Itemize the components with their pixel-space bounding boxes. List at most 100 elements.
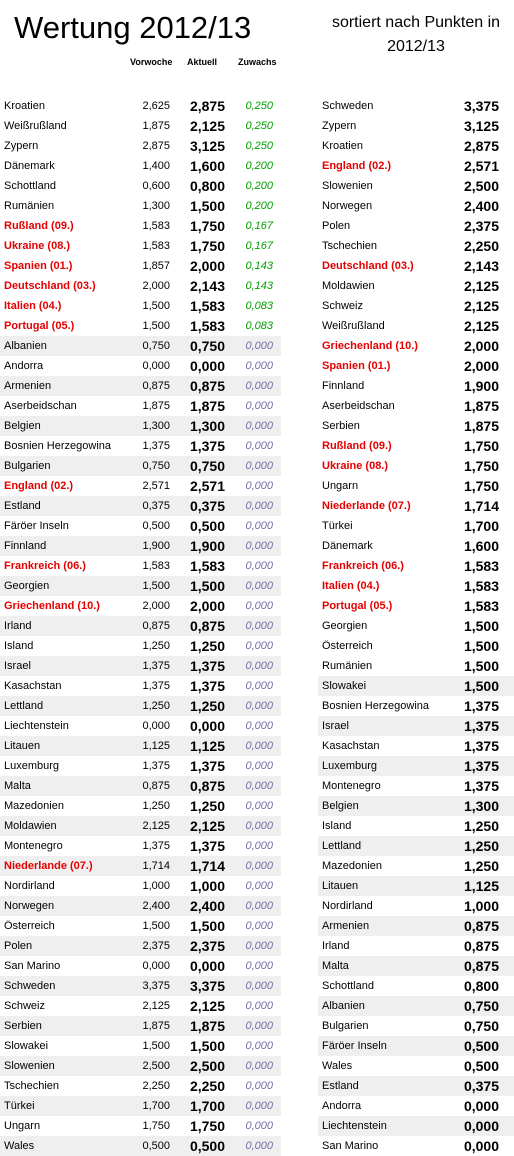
- current-value: 1,375: [189, 758, 225, 774]
- previous-value: 1,700: [142, 1100, 170, 1112]
- gain-value: 0,000: [245, 340, 273, 352]
- country-name: Schweiz: [4, 1000, 45, 1012]
- table-row: Albanien 0,750: [318, 996, 514, 1016]
- gain-value: 0,167: [245, 220, 273, 232]
- table-row: Slowakei 1,500: [318, 676, 514, 696]
- table-row: Moldawien 2,125 2,125 0,000: [0, 816, 281, 836]
- country-name: Albanien: [322, 1000, 365, 1012]
- current-value: 1,250: [189, 798, 225, 814]
- current-value: 1,714: [463, 498, 499, 514]
- table-row: Zypern 2,875 3,125 0,250: [0, 136, 281, 156]
- country-name: Schottland: [4, 180, 56, 192]
- current-value: 1,583: [189, 558, 225, 574]
- table-row: Schweiz 2,125: [318, 296, 514, 316]
- country-name: Slowenien: [322, 180, 373, 192]
- gain-value: 0,250: [245, 100, 273, 112]
- current-value: 0,000: [189, 718, 225, 734]
- current-value: 1,500: [463, 618, 499, 634]
- country-name: Rußland (09.): [322, 440, 392, 452]
- current-value: 1,250: [189, 698, 225, 714]
- current-value: 1,714: [189, 858, 225, 874]
- table-row: Nordirland 1,000: [318, 896, 514, 916]
- current-value: 0,000: [189, 958, 225, 974]
- current-value: 2,143: [463, 258, 499, 274]
- current-value: 2,125: [189, 998, 225, 1014]
- previous-value: 1,500: [142, 920, 170, 932]
- current-value: 2,125: [189, 118, 225, 134]
- country-name: Island: [322, 820, 352, 832]
- gain-value: 0,000: [245, 440, 273, 452]
- table-row: Mazedonien 1,250: [318, 856, 514, 876]
- current-value: 1,750: [463, 478, 499, 494]
- previous-value: 1,583: [142, 560, 170, 572]
- country-name: Israel: [4, 660, 31, 672]
- current-value: 1,583: [463, 578, 499, 594]
- previous-value: 2,250: [142, 1080, 170, 1092]
- country-name: Georgien: [322, 620, 368, 632]
- current-value: 2,125: [463, 318, 499, 334]
- current-value: 2,500: [189, 1058, 225, 1074]
- country-name: Italien (04.): [4, 300, 62, 312]
- table-row: Spanien (01.) 2,000: [318, 356, 514, 376]
- previous-value: 1,500: [142, 300, 170, 312]
- gain-value: 0,000: [245, 1000, 273, 1012]
- current-value: 1,375: [463, 718, 499, 734]
- country-name: Andorra: [4, 360, 44, 372]
- gain-value: 0,000: [245, 500, 273, 512]
- table-row: Estland 0,375 0,375 0,000: [0, 496, 281, 516]
- current-value: 1,600: [463, 538, 499, 554]
- current-value: 1,500: [189, 578, 225, 594]
- current-value: 2,125: [463, 298, 499, 314]
- current-value: 1,700: [463, 518, 499, 534]
- country-name: Litauen: [322, 880, 359, 892]
- current-value: 1,600: [189, 158, 225, 174]
- gain-value: 0,250: [245, 140, 273, 152]
- page-title: Wertung 2012/13: [14, 10, 252, 45]
- gain-value: 0,000: [245, 800, 273, 812]
- table-row: Finnland 1,900 1,900 0,000: [0, 536, 281, 556]
- table-row: England (02.) 2,571 2,571 0,000: [0, 476, 281, 496]
- country-name: Schweden: [322, 100, 374, 112]
- current-value: 1,250: [463, 838, 499, 854]
- previous-value: 2,125: [142, 820, 170, 832]
- table-row: Belgien 1,300 1,300 0,000: [0, 416, 281, 436]
- table-row: Bosnien Herzegowina 1,375: [318, 696, 514, 716]
- table-row: Nordirland 1,000 1,000 0,000: [0, 876, 281, 896]
- country-name: Weißrußland: [4, 120, 67, 132]
- country-name: Tschechien: [322, 240, 378, 252]
- current-value: 1,250: [189, 638, 225, 654]
- table-row: Armenien 0,875 0,875 0,000: [0, 376, 281, 396]
- current-value: 1,875: [189, 398, 225, 414]
- previous-value: 0,600: [142, 180, 170, 192]
- country-name: Estland: [4, 500, 41, 512]
- table-row: Slowenien 2,500 2,500 0,000: [0, 1056, 281, 1076]
- country-name: Portugal (05.): [4, 320, 75, 332]
- country-name: Finnland: [4, 540, 47, 552]
- country-name: Malta: [322, 960, 349, 972]
- country-name: Montenegro: [322, 780, 381, 792]
- current-value: 2,000: [463, 358, 499, 374]
- current-value: 2,375: [463, 218, 499, 234]
- gain-value: 0,000: [245, 1140, 273, 1152]
- current-value: 0,375: [189, 498, 225, 514]
- current-value: 0,000: [463, 1118, 499, 1134]
- table-row: Liechtenstein 0,000 0,000 0,000: [0, 716, 281, 736]
- current-value: 0,500: [463, 1038, 499, 1054]
- current-value: 1,250: [463, 858, 499, 874]
- country-name: San Marino: [322, 1140, 379, 1152]
- gain-value: 0,200: [245, 160, 273, 172]
- country-name: Färöer Inseln: [322, 1040, 387, 1052]
- previous-value: 1,583: [142, 240, 170, 252]
- sort-note: sortiert nach Punkten in 2012/13: [331, 14, 501, 55]
- country-name: Rußland (09.): [4, 220, 74, 232]
- current-value: 1,000: [463, 898, 499, 914]
- table-row: Island 1,250: [318, 816, 514, 836]
- gain-value: 0,000: [245, 900, 273, 912]
- country-name: Dänemark: [322, 540, 373, 552]
- gain-value: 0,000: [245, 880, 273, 892]
- country-name: Ukraine (08.): [322, 460, 389, 472]
- gain-value: 0,000: [245, 380, 273, 392]
- table-row: Türkei 1,700: [318, 516, 514, 536]
- table-row: Deutschland (03.) 2,143: [318, 256, 514, 276]
- table-row: San Marino 0,000: [318, 1136, 514, 1156]
